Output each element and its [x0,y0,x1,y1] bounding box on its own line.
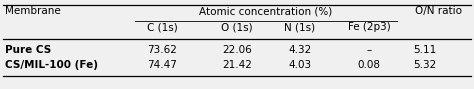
Text: O (1s): O (1s) [221,22,253,32]
Text: CS/MIL-100 (Fe): CS/MIL-100 (Fe) [5,60,98,70]
Text: 22.06: 22.06 [222,45,252,55]
Text: 74.47: 74.47 [147,60,177,70]
Text: 73.62: 73.62 [147,45,177,55]
Text: Atomic concentration (%): Atomic concentration (%) [200,6,333,16]
Text: 0.08: 0.08 [357,60,381,70]
Text: 5.32: 5.32 [413,60,437,70]
Text: 4.32: 4.32 [288,45,311,55]
Text: C (1s): C (1s) [146,22,177,32]
Text: Fe (2p3): Fe (2p3) [347,22,391,32]
Text: –: – [366,45,372,55]
Text: 21.42: 21.42 [222,60,252,70]
Text: N (1s): N (1s) [284,22,316,32]
Text: Pure CS: Pure CS [5,45,51,55]
Text: 5.11: 5.11 [413,45,437,55]
Text: 4.03: 4.03 [289,60,311,70]
Text: Membrane: Membrane [5,6,61,16]
Text: O/N ratio: O/N ratio [415,6,462,16]
